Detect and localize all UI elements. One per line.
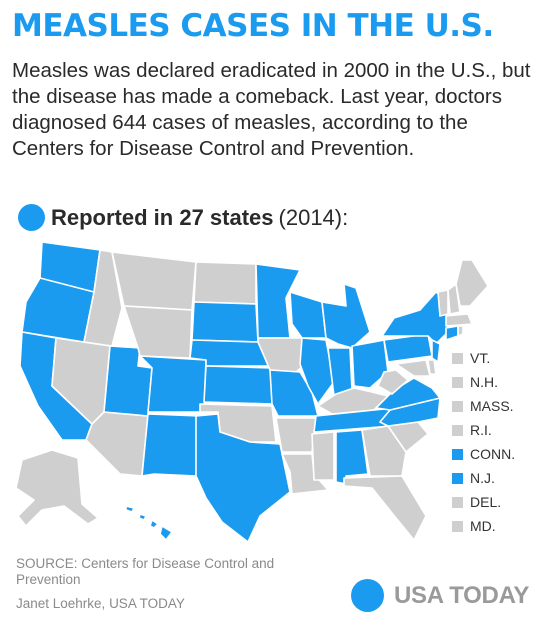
gray-swatch-icon <box>452 424 463 436</box>
state-ms <box>311 431 335 481</box>
logo-dot-icon <box>351 579 384 612</box>
state-ma <box>445 313 473 327</box>
state-vt <box>437 289 449 317</box>
state-wv <box>377 369 409 395</box>
reported-dot-icon <box>18 204 45 231</box>
credit-line: Janet Loehrke, USA TODAY <box>16 596 185 611</box>
state-az <box>85 411 149 477</box>
state-ks <box>203 365 273 405</box>
legend-item-mass: MASS. <box>452 394 515 418</box>
legend-item-ri: R.I. <box>452 418 515 442</box>
legend-item-del: DEL. <box>452 490 515 514</box>
legend-item-md: MD. <box>452 514 515 538</box>
state-ga <box>361 425 407 477</box>
blue-swatch-icon <box>452 472 463 484</box>
state-mt <box>111 251 197 311</box>
state-la <box>281 453 329 495</box>
state-pa <box>383 333 433 363</box>
state-oh <box>351 339 389 389</box>
state-nd <box>193 261 257 305</box>
state-fl <box>343 475 427 541</box>
legend-item-conn: CONN. <box>452 442 515 466</box>
northeast-legend: VT. N.H. MASS. R.I. CONN. N.J. DEL. MD. <box>452 346 515 538</box>
state-ak <box>15 449 99 527</box>
legend-item-nj: N.J. <box>452 466 515 490</box>
gray-swatch-icon <box>452 352 463 364</box>
usa-today-logo: USA TODAY <box>351 579 529 612</box>
state-il <box>299 337 335 405</box>
state-sd <box>191 301 259 343</box>
state-ri <box>457 325 464 337</box>
state-tx <box>195 413 291 543</box>
gray-swatch-icon <box>452 496 463 508</box>
legend-item-nh: N.H. <box>452 370 515 394</box>
state-me <box>455 259 489 307</box>
gray-swatch-icon <box>452 520 463 532</box>
state-wi <box>289 291 327 339</box>
state-nm <box>141 413 201 477</box>
us-map <box>15 241 489 543</box>
legend-label: Reported in 27 states <box>51 204 274 230</box>
legend-key: Reported in 27 states (2014): <box>18 204 348 231</box>
state-md <box>395 359 431 377</box>
legend-year: (2014): <box>278 204 349 230</box>
page-title: MEASLES CASES IN THE U.S. <box>12 8 494 44</box>
source-note: SOURCE: Centers for Disease Control and … <box>16 556 275 587</box>
state-mi <box>321 283 371 349</box>
state-hi <box>125 505 173 541</box>
blue-swatch-icon <box>452 448 463 460</box>
gray-swatch-icon <box>452 376 463 388</box>
gray-swatch-icon <box>452 400 463 412</box>
state-ct <box>445 325 459 341</box>
logo-text: USA TODAY <box>394 581 530 609</box>
intro-text: Measles was declared eradicated in 2000 … <box>12 59 531 160</box>
state-co <box>139 355 207 413</box>
state-ar <box>275 417 317 453</box>
legend-item-vt: VT. <box>452 346 515 370</box>
state-in <box>327 347 353 397</box>
state-mn <box>255 263 301 339</box>
state-nj <box>431 339 441 363</box>
state-de <box>427 359 437 375</box>
